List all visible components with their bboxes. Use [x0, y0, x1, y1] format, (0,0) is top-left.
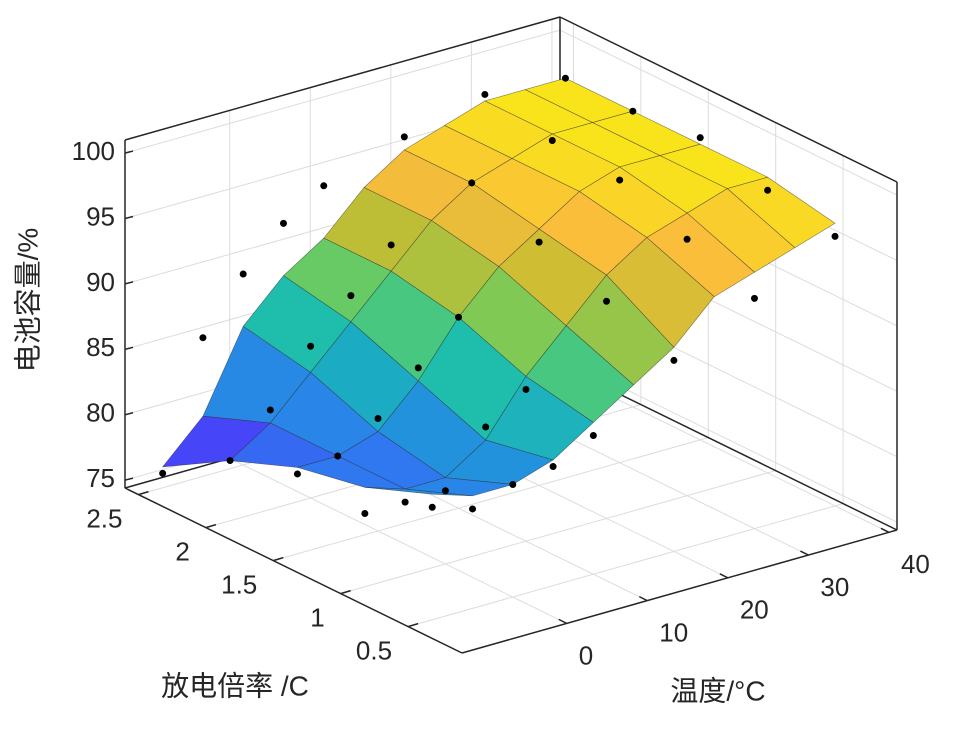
- y-axis-label: 放电倍率 /C: [161, 670, 309, 701]
- data-point: [374, 414, 382, 422]
- y-tick-label: 0.5: [356, 635, 392, 665]
- z-tick-label: 80: [86, 398, 115, 428]
- grid-line: [229, 457, 567, 624]
- y-tick-label: 2.5: [86, 503, 122, 533]
- data-point: [226, 457, 234, 465]
- data-point: [683, 235, 691, 243]
- data-point: [455, 313, 463, 321]
- data-point: [670, 356, 678, 364]
- data-point: [509, 480, 517, 488]
- x-tick-label: 10: [659, 617, 688, 647]
- data-point: [831, 232, 839, 240]
- grid-line: [124, 29, 561, 154]
- axis-line: [559, 16, 898, 183]
- data-point: [441, 487, 449, 495]
- x-tick-label: 40: [901, 549, 930, 579]
- z-tick: [124, 150, 134, 154]
- data-point: [387, 241, 395, 249]
- axis-line: [461, 529, 898, 654]
- data-point: [401, 498, 409, 506]
- y-tick-label: 1.5: [221, 569, 257, 599]
- data-point: [239, 270, 247, 278]
- z-tick: [124, 412, 134, 416]
- x-axis-label: 温度/°C: [670, 675, 765, 706]
- data-point: [469, 505, 477, 513]
- y-tick: [205, 523, 217, 529]
- axis-line: [124, 487, 463, 654]
- grid-line: [407, 503, 844, 628]
- data-point: [629, 107, 637, 115]
- data-point: [400, 133, 408, 141]
- z-tick: [124, 477, 134, 481]
- x-tick: [880, 527, 890, 533]
- y-tick-label: 1: [310, 602, 324, 632]
- data-point: [320, 182, 328, 190]
- data-point: [603, 297, 611, 305]
- grid-line: [340, 470, 776, 595]
- z-tick-label: 100: [72, 136, 115, 166]
- data-point: [535, 238, 543, 246]
- z-tick: [124, 281, 134, 285]
- data-point: [468, 179, 476, 187]
- data-point: [561, 74, 569, 82]
- data-point: [616, 176, 624, 184]
- grid-line: [559, 29, 898, 196]
- axis-line: [124, 16, 561, 141]
- x-tick: [638, 595, 648, 602]
- data-point: [307, 342, 315, 350]
- x-tick: [558, 618, 568, 625]
- data-point: [482, 423, 490, 431]
- x-tick-label: 20: [740, 595, 769, 625]
- x-tick-label: 0: [579, 640, 593, 670]
- data-point: [522, 385, 530, 393]
- z-tick: [124, 346, 134, 351]
- data-point: [266, 406, 274, 414]
- x-tick: [719, 573, 729, 579]
- data-point: [334, 452, 342, 460]
- data-point: [481, 90, 489, 98]
- data-point: [696, 134, 704, 142]
- x-tick-label: 30: [820, 572, 849, 602]
- data-point: [764, 186, 772, 194]
- data-point: [414, 364, 422, 372]
- y-tick: [340, 589, 351, 595]
- data-point: [750, 294, 758, 302]
- y-tick: [273, 556, 284, 562]
- y-tick: [407, 622, 419, 628]
- y-tick-label: 2: [175, 536, 189, 566]
- data-point: [428, 503, 436, 511]
- data-point: [279, 219, 287, 227]
- data-point: [199, 334, 207, 342]
- z-tick: [124, 215, 134, 220]
- data-point: [159, 469, 167, 477]
- data-point: [347, 292, 355, 300]
- data-point: [361, 510, 369, 518]
- y-tick: [138, 490, 149, 496]
- data-point: [548, 137, 556, 145]
- surface: [161, 77, 836, 497]
- z-tick-label: 75: [86, 463, 115, 493]
- data-point: [589, 432, 597, 440]
- x-tick: [800, 550, 809, 556]
- labels: 75 80 85 90 95 100 0.5 1 1.5 2 2.5 0 10 20 30 40 电池容量/% 放…: [12, 136, 929, 706]
- grid-line: [273, 437, 709, 562]
- data-point: [293, 470, 301, 478]
- points: [159, 74, 839, 518]
- z-tick-label: 90: [86, 267, 115, 297]
- data-point: [549, 463, 557, 471]
- z-axis-label: 电池容量/%: [12, 228, 43, 373]
- z-tick-label: 85: [86, 332, 115, 362]
- z-tick-label: 95: [86, 201, 115, 231]
